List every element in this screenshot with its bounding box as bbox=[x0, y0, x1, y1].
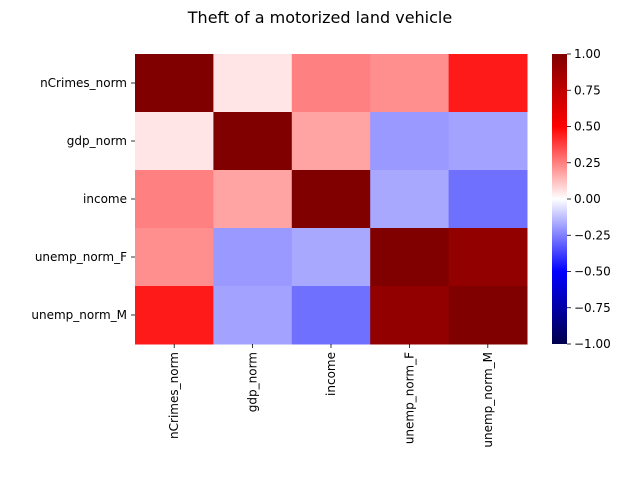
heatmap-cell-2-0 bbox=[135, 170, 214, 229]
colorbar: 1.00 0.75 0.50 0.25 0.00 −0.25 −0.50 −0.75 −1.00 bbox=[552, 47, 611, 351]
row-tick-label: unemp_norm_F bbox=[35, 250, 127, 264]
colorbar-tick-label: 0.50 bbox=[574, 120, 601, 134]
heatmap-cell-3-0 bbox=[135, 228, 214, 287]
colorbar-tick-label: −0.75 bbox=[574, 301, 611, 315]
heatmap-cell-2-4 bbox=[448, 170, 528, 229]
heatmap-cell-4-4 bbox=[448, 286, 528, 345]
heatmap-cell-3-4 bbox=[448, 228, 528, 287]
heatmap-cell-1-0 bbox=[135, 112, 214, 171]
column-tick-label: income bbox=[324, 352, 338, 396]
colorbar-tick-label: 0.75 bbox=[574, 83, 601, 97]
heatmap-cell-1-3 bbox=[370, 112, 450, 171]
heatmap-cell-4-2 bbox=[291, 286, 371, 345]
colorbar-tick-label: −0.50 bbox=[574, 265, 611, 279]
heatmap-cell-0-1 bbox=[213, 54, 293, 113]
heatmap-cell-3-2 bbox=[291, 228, 371, 287]
colorbar-tick-label: 0.25 bbox=[574, 156, 601, 170]
colorbar-tick-label: −1.00 bbox=[574, 337, 611, 351]
heatmap-cell-0-0 bbox=[135, 54, 214, 113]
heatmap-cell-0-2 bbox=[291, 54, 371, 113]
heatmap-cell-2-2 bbox=[291, 170, 371, 229]
heatmap-cell-0-4 bbox=[448, 54, 528, 113]
column-tick-label: gdp_norm bbox=[246, 352, 260, 412]
heatmap-cell-1-1 bbox=[213, 112, 293, 171]
column-tick-label: unemp_norm_M bbox=[481, 352, 495, 448]
heatmap-cell-4-3 bbox=[370, 286, 450, 345]
heatmap-cell-3-1 bbox=[213, 228, 293, 287]
colorbar-tick-label: 0.00 bbox=[574, 192, 601, 206]
heatmap-cell-1-2 bbox=[291, 112, 371, 171]
row-tick-label: unemp_norm_M bbox=[31, 308, 127, 322]
row-tick-label: gdp_norm bbox=[67, 134, 127, 148]
row-tick-label: income bbox=[83, 192, 127, 206]
heatmap-cell-2-1 bbox=[213, 170, 293, 229]
heatmap-cell-0-3 bbox=[370, 54, 450, 113]
heatmap-cell-3-3 bbox=[370, 228, 450, 287]
row-tick-label: nCrimes_norm bbox=[40, 76, 127, 90]
heatmap-cell-1-4 bbox=[448, 112, 528, 171]
heatmap-cell-4-1 bbox=[213, 286, 293, 345]
colorbar-gradient bbox=[552, 54, 567, 344]
column-tick-label: unemp_norm_F bbox=[402, 352, 416, 444]
colorbar-tick-labels: 1.00 0.75 0.50 0.25 0.00 −0.25 −0.50 −0.75 −1.00 bbox=[567, 47, 611, 351]
column-tick-label: nCrimes_norm bbox=[167, 352, 181, 439]
colorbar-tick-label: −0.25 bbox=[574, 228, 611, 242]
column-tick-labels: nCrimes_norm gdp_norm income unemp_norm_F un… bbox=[167, 344, 495, 448]
heatmap-cells bbox=[135, 54, 528, 345]
heatmap-cell-4-0 bbox=[135, 286, 214, 345]
colorbar-tick-label: 1.00 bbox=[574, 47, 601, 61]
heatmap-cell-2-3 bbox=[370, 170, 450, 229]
chart-title: Theft of a motorized land vehicle bbox=[187, 8, 452, 27]
